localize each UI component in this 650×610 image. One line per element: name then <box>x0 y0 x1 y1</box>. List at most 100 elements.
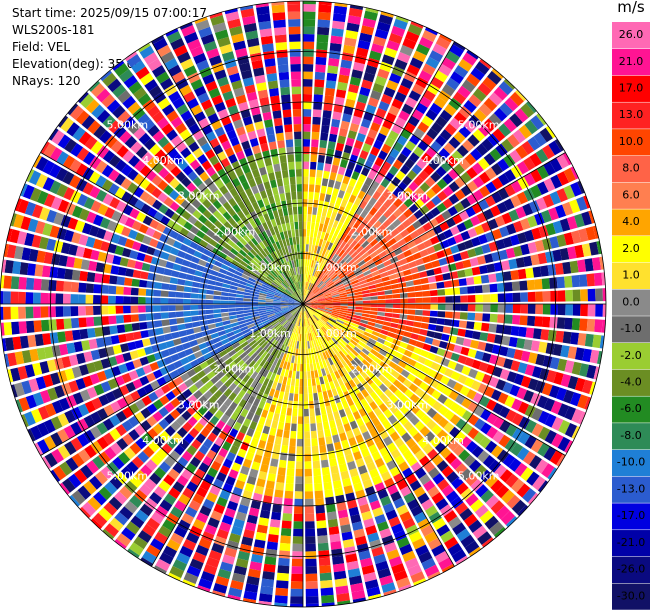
ray-gate <box>282 109 292 118</box>
ray-gate <box>305 573 318 582</box>
ray-gate <box>314 288 321 295</box>
ray-gate <box>362 17 376 28</box>
ray-gate <box>495 484 510 499</box>
ray-gate <box>315 269 320 278</box>
ray-gate <box>414 291 423 297</box>
ray-gate <box>431 389 442 400</box>
ray-gate <box>149 472 162 485</box>
ray-gate <box>518 326 527 338</box>
ray-gate <box>449 414 461 426</box>
ray-gate <box>272 504 282 513</box>
ray-gate <box>315 278 321 286</box>
ray-gate <box>410 333 419 340</box>
ray-gate <box>153 435 166 448</box>
ray-gate <box>348 274 357 280</box>
ray-gate <box>529 152 542 167</box>
ray-gate <box>288 214 294 223</box>
ray-gate <box>234 479 246 490</box>
ray-gate <box>312 276 317 284</box>
ray-gate <box>240 497 251 507</box>
ray-gate <box>334 487 344 497</box>
ray-gate <box>317 307 325 311</box>
ray-gate <box>314 261 319 269</box>
ray-gate <box>352 282 360 288</box>
ray-gate <box>574 213 585 228</box>
ray-gate <box>268 327 276 335</box>
ray-gate <box>343 192 351 201</box>
ray-gate <box>321 368 327 377</box>
ray-gate <box>284 422 291 431</box>
ray-gate <box>327 234 333 243</box>
ray-gate <box>408 90 421 102</box>
ray-gate <box>522 203 534 216</box>
ray-gate <box>297 310 301 318</box>
ray-gate <box>455 418 467 430</box>
ray-gate <box>291 229 296 238</box>
ray-gate <box>412 50 427 63</box>
ray-gate <box>209 415 220 426</box>
ray-gate <box>492 402 504 415</box>
ray-gate <box>333 245 340 254</box>
ray-gate <box>270 95 280 104</box>
ray-gate <box>303 124 311 132</box>
ray-gate <box>363 518 375 528</box>
ray-gate <box>192 493 205 505</box>
ray-gate <box>413 486 426 498</box>
ray-gate <box>295 236 300 245</box>
ray-gate <box>460 468 473 481</box>
ray-gate <box>386 442 397 453</box>
ray-gate <box>331 313 339 318</box>
ray-gate <box>322 352 328 360</box>
ray-gate <box>264 157 272 167</box>
range-ring-label: 4.00km <box>422 154 464 167</box>
ray-gate <box>153 289 162 297</box>
ray-gate <box>564 317 573 330</box>
ray-gate <box>154 531 168 545</box>
ray-gate <box>551 416 564 431</box>
ray-gate <box>378 250 387 259</box>
ray-gate <box>57 331 66 343</box>
ray-gate <box>280 528 292 537</box>
ray-gate <box>315 330 320 339</box>
ray-gate <box>368 318 377 323</box>
ray-gate <box>247 349 256 357</box>
ray-gate <box>436 202 447 213</box>
ray-gate <box>172 481 185 493</box>
ray-gate <box>307 310 312 317</box>
ray-gate <box>489 521 504 536</box>
ray-gate <box>336 283 344 289</box>
ray-gate <box>411 272 421 280</box>
ray-gate <box>403 187 414 197</box>
ray-gate <box>286 314 293 320</box>
ray-gate <box>123 286 132 295</box>
ray-gate <box>216 370 225 380</box>
ray-gate <box>115 296 124 304</box>
ray-gate <box>397 213 408 223</box>
ray-gate <box>520 375 532 388</box>
ray-gate <box>475 304 483 312</box>
ray-gate <box>265 345 273 353</box>
ray-gate <box>362 414 371 424</box>
ray-gate <box>316 338 322 346</box>
colorbar: 26.021.017.013.010.08.06.04.02.01.00.0-1… <box>612 22 650 610</box>
ray-gate <box>552 249 562 262</box>
ray-gate <box>594 319 603 333</box>
ray-gate <box>515 145 528 159</box>
ray-gate <box>266 164 274 174</box>
ray-gate <box>294 506 303 514</box>
ray-gate <box>567 246 577 260</box>
ray-gate <box>347 15 362 25</box>
ray-gate <box>442 198 453 209</box>
ray-gate <box>284 330 290 338</box>
ray-gate <box>557 304 566 316</box>
ray-gate <box>431 195 442 206</box>
ray-gate <box>491 191 503 204</box>
ray-gate <box>315 177 322 186</box>
ray-gate <box>488 92 503 106</box>
ray-gate <box>450 457 463 470</box>
ray-gate <box>422 29 437 43</box>
ray-gate <box>214 409 224 420</box>
ray-gate <box>334 2 348 8</box>
ray-gate <box>515 206 527 219</box>
ray-gate <box>273 443 281 453</box>
